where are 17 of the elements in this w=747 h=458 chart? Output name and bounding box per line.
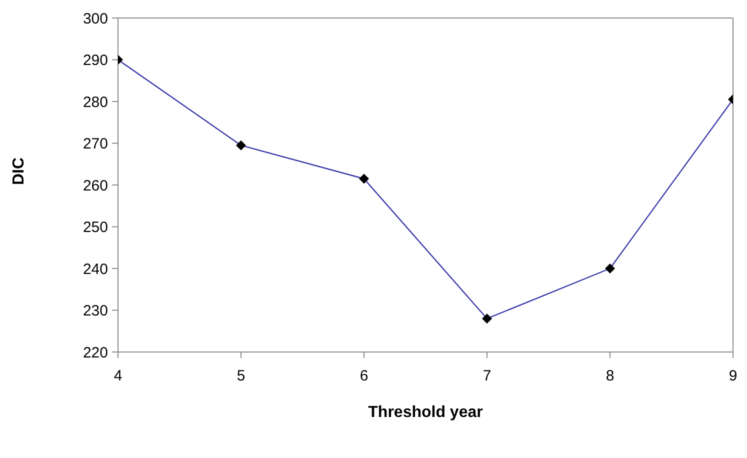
y-tick-label: 270 [82, 136, 108, 153]
y-tick-label: 230 [82, 302, 108, 320]
y-tick-label: 290 [82, 52, 108, 70]
x-tick-label: 8 [606, 368, 614, 385]
y-tick-label: 220 [82, 344, 108, 362]
y-tick-label: 300 [82, 10, 108, 28]
x-tick-label: 5 [236, 368, 246, 385]
y-tick-label: 240 [82, 260, 108, 278]
x-tick-label: 9 [728, 368, 738, 385]
x-axis-title: Threshold year [368, 404, 483, 421]
y-tick-label: 260 [82, 177, 108, 194]
x-tick-label: 4 [114, 368, 122, 385]
y-axis-title: DIC [10, 157, 28, 185]
x-tick-label: 6 [360, 368, 368, 385]
y-tick-label: 280 [82, 94, 108, 111]
y-tick-label: 250 [82, 219, 108, 236]
x-tick-label: 7 [482, 368, 492, 385]
